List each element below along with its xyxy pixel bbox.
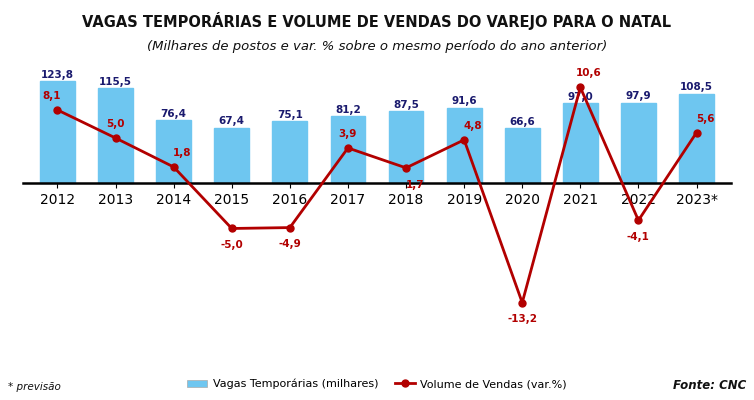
Text: -13,2: -13,2: [507, 314, 538, 324]
Text: -5,0: -5,0: [220, 240, 243, 250]
Bar: [214, 128, 249, 183]
Legend: Vagas Temporárias (milhares), Volume de Vendas (var.%): Vagas Temporárias (milhares), Volume de …: [182, 374, 572, 394]
Text: 4,8: 4,8: [464, 121, 482, 131]
Text: 81,2: 81,2: [335, 105, 361, 115]
Text: 108,5: 108,5: [680, 82, 713, 92]
Text: 67,4: 67,4: [219, 116, 245, 126]
Bar: [40, 82, 75, 183]
Bar: [679, 94, 714, 183]
Text: 115,5: 115,5: [99, 77, 132, 87]
Text: 8,1: 8,1: [42, 91, 61, 101]
Bar: [330, 116, 366, 183]
Text: 91,6: 91,6: [452, 96, 477, 106]
Text: 97,0: 97,0: [568, 92, 593, 102]
Text: VAGAS TEMPORÁRIAS E VOLUME DE VENDAS DO VAREJO PARA O NATAL: VAGAS TEMPORÁRIAS E VOLUME DE VENDAS DO …: [82, 12, 672, 30]
Text: 1,7: 1,7: [406, 180, 424, 190]
Bar: [272, 122, 308, 183]
Bar: [388, 111, 424, 183]
Text: 5,0: 5,0: [106, 119, 125, 129]
Text: 3,9: 3,9: [339, 129, 357, 139]
Bar: [621, 103, 656, 183]
Text: 66,6: 66,6: [510, 117, 535, 127]
Bar: [98, 88, 133, 183]
Text: 97,9: 97,9: [626, 91, 651, 101]
Text: 75,1: 75,1: [277, 110, 303, 120]
Text: * previsão: * previsão: [8, 382, 60, 392]
Text: -4,9: -4,9: [278, 239, 302, 249]
Bar: [505, 128, 540, 183]
Text: 1,8: 1,8: [173, 148, 192, 158]
Text: 10,6: 10,6: [576, 68, 602, 78]
Text: 5,6: 5,6: [696, 114, 715, 124]
Text: Fonte: CNC: Fonte: CNC: [673, 379, 746, 392]
Text: 123,8: 123,8: [41, 70, 74, 80]
Bar: [563, 104, 598, 183]
Text: 87,5: 87,5: [393, 100, 419, 110]
Bar: [446, 108, 482, 183]
Text: 76,4: 76,4: [161, 109, 187, 119]
Text: (Milhares de postos e var. % sobre o mesmo período do ano anterior): (Milhares de postos e var. % sobre o mes…: [147, 40, 607, 53]
Text: -4,1: -4,1: [627, 232, 650, 242]
Bar: [156, 120, 191, 183]
